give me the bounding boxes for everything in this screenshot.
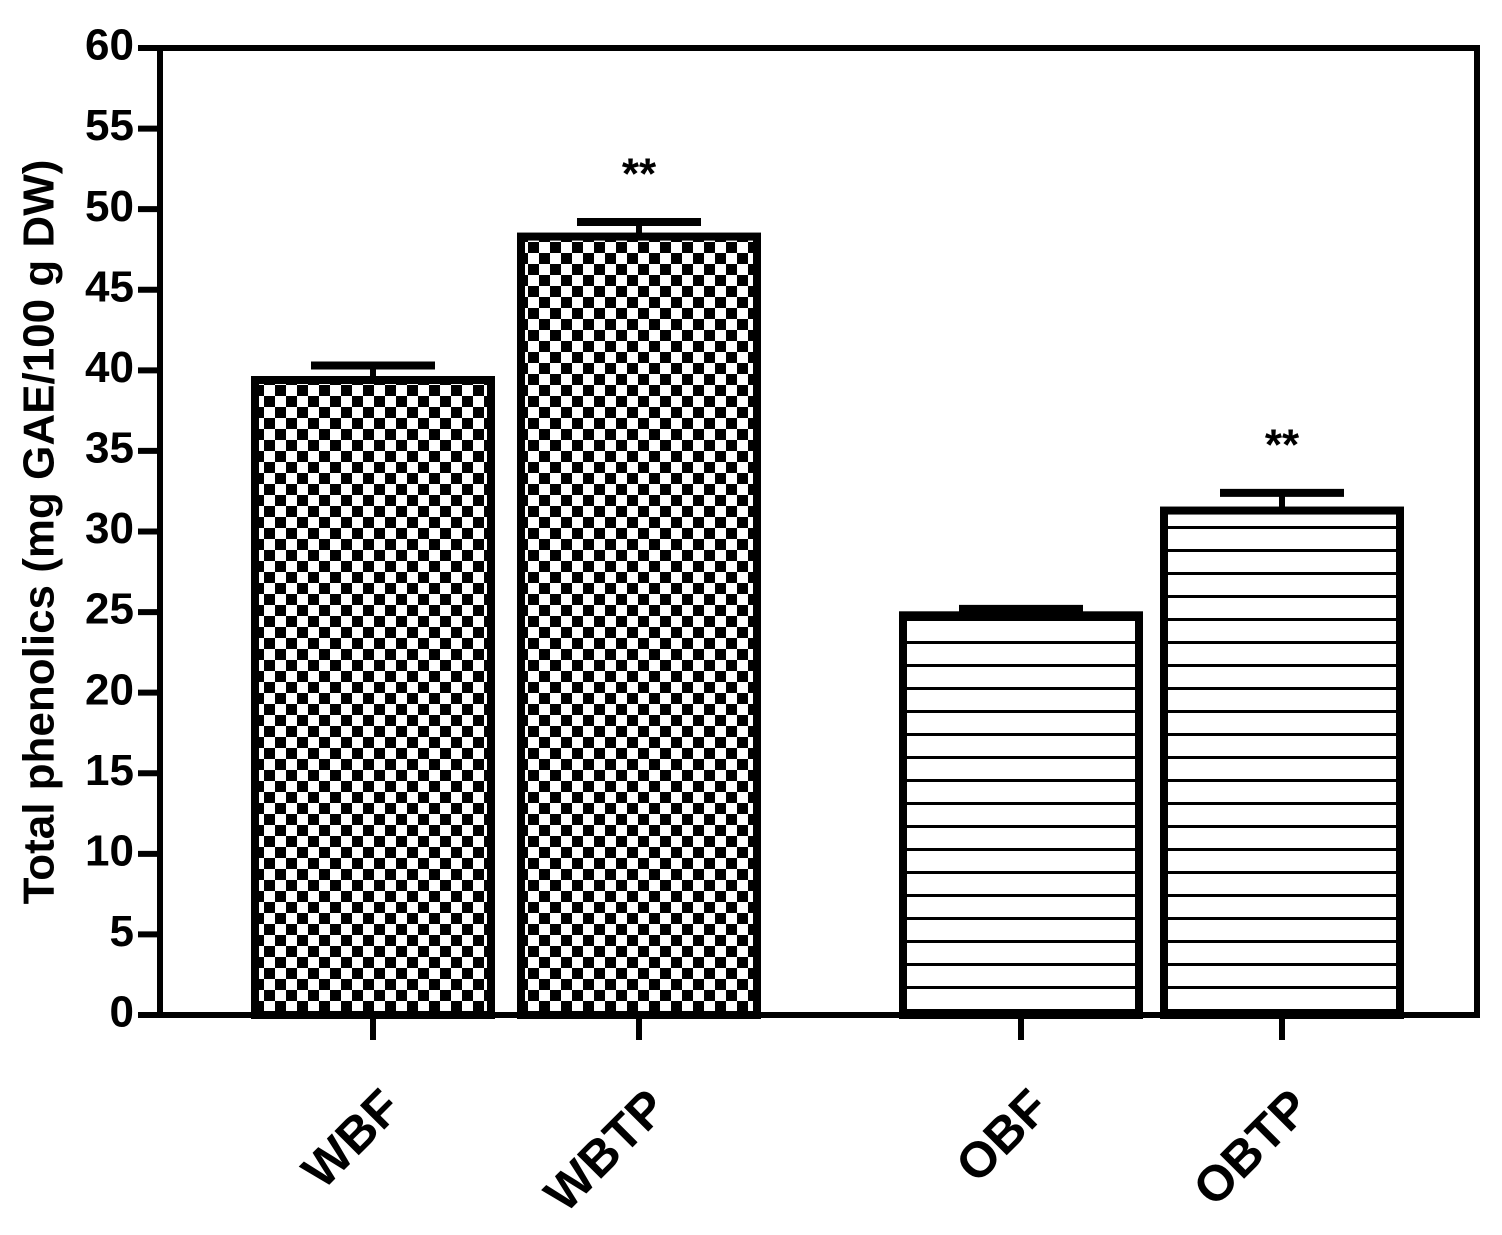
y-tick-label: 0 — [110, 988, 134, 1037]
y-tick-label: 20 — [85, 665, 134, 714]
y-tick-label: 25 — [85, 585, 134, 634]
x-tick-label: OBTP — [1182, 1079, 1320, 1217]
y-tick-label: 5 — [110, 907, 134, 956]
bar — [1160, 506, 1404, 1019]
significance-label: ** — [622, 150, 657, 199]
y-tick-label: 30 — [85, 504, 134, 553]
bar — [899, 611, 1143, 1019]
x-tick-label: WBTP — [534, 1079, 678, 1223]
y-tick-label: 50 — [85, 182, 134, 231]
bar — [251, 376, 495, 1019]
y-tick-label: 10 — [85, 826, 134, 875]
y-axis-label: Total phenolics (mg GAE/100 g DW) — [15, 160, 64, 905]
x-tick-label: WBF — [291, 1079, 411, 1199]
y-tick-label: 55 — [85, 101, 134, 150]
bar — [517, 232, 761, 1019]
y-tick-label: 60 — [85, 21, 134, 70]
y-tick-label: 15 — [85, 746, 134, 795]
significance-label: ** — [1265, 420, 1300, 469]
y-tick-label: 40 — [85, 343, 134, 392]
y-tick-label: 35 — [85, 424, 134, 473]
x-tick-label: OBF — [945, 1079, 1059, 1193]
y-tick-label: 45 — [85, 262, 134, 311]
